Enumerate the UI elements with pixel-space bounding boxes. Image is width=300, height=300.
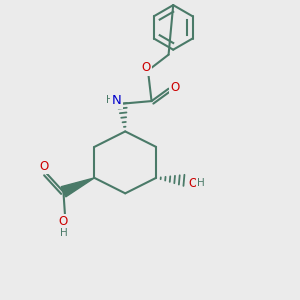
- Text: O: O: [141, 61, 151, 74]
- Text: H: H: [106, 95, 114, 106]
- Text: O: O: [59, 215, 68, 228]
- Text: N: N: [112, 94, 122, 107]
- Text: H: H: [60, 228, 67, 238]
- Polygon shape: [61, 178, 94, 197]
- Text: O: O: [39, 160, 49, 173]
- Text: O: O: [188, 177, 197, 190]
- Text: O: O: [171, 81, 180, 94]
- Text: H: H: [197, 178, 205, 188]
